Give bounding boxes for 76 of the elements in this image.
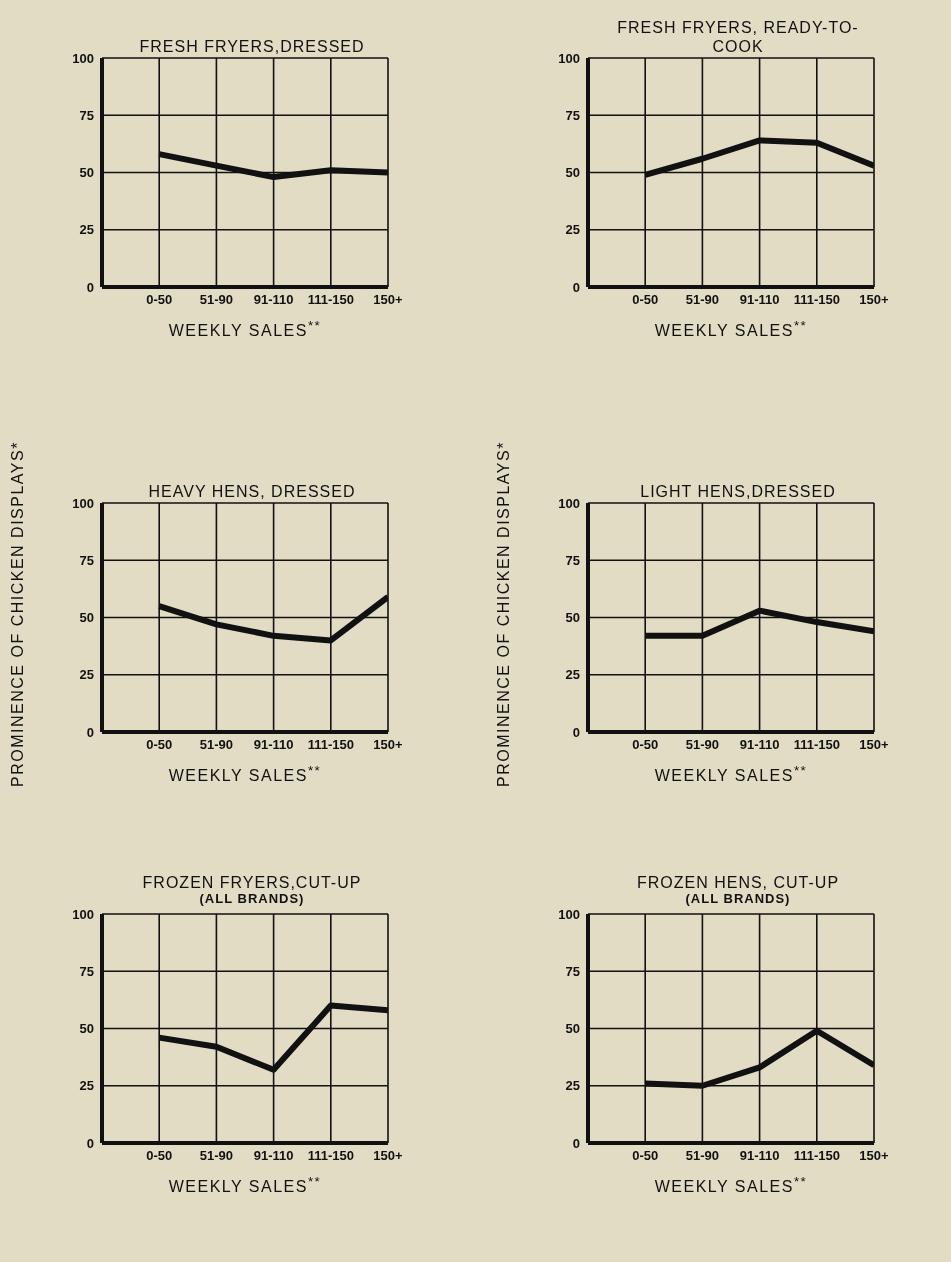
- chart-title: FRESH FRYERS, READY-TO-COOK: [616, 18, 860, 56]
- x-tick-label: 0-50: [632, 292, 659, 308]
- chart-subtitle: (ALL BRANDS): [685, 891, 791, 906]
- x-tick-label: 51-90: [199, 737, 234, 753]
- x-tick-label: 111-150: [793, 1148, 840, 1164]
- x-tick-label: 0-50: [146, 737, 173, 753]
- y-tick-label: 75: [565, 107, 580, 123]
- y-tick-label: 25: [565, 1078, 580, 1094]
- x-axis-title: WEEKLY SALES$^{**}$: [167, 318, 323, 341]
- y-tick-label: 50: [79, 610, 94, 626]
- y-axis-title: PROMINENCE OF CHICKEN DISPLAYS*: [9, 440, 27, 789]
- x-tick-label: 150+: [373, 292, 404, 308]
- x-tick-label: 150+: [859, 292, 890, 308]
- y-tick-label: 25: [79, 1078, 94, 1094]
- x-tick-label: 111-150: [307, 1148, 354, 1164]
- y-tick-label: 25: [79, 222, 94, 238]
- x-tick-label: 91-110: [253, 1148, 294, 1164]
- x-tick-label: 91-110: [739, 1148, 780, 1164]
- y-tick-label: 100: [72, 50, 94, 66]
- chart-subtitle: (ALL BRANDS): [199, 891, 305, 906]
- y-tick-label: 75: [565, 552, 580, 568]
- y-tick-label: 75: [79, 963, 94, 979]
- y-tick-label: 0: [86, 724, 94, 740]
- x-tick-label: 111-150: [793, 737, 840, 753]
- chart-title: FROZEN FRYERS,CUT-UP: [142, 873, 362, 892]
- y-tick-label: 0: [86, 1135, 94, 1151]
- y-tick-label: 100: [72, 495, 94, 511]
- y-tick-label: 25: [79, 667, 94, 683]
- y-tick-label: 25: [565, 667, 580, 683]
- x-tick-label: 51-90: [685, 1148, 720, 1164]
- x-axis-title: WEEKLY SALES$^{**}$: [653, 763, 809, 786]
- x-tick-label: 150+: [859, 1148, 890, 1164]
- y-tick-label: 75: [79, 552, 94, 568]
- x-tick-label: 51-90: [685, 737, 720, 753]
- y-tick-label: 75: [565, 963, 580, 979]
- x-tick-label: 111-150: [793, 292, 840, 308]
- y-tick-label: 100: [558, 495, 580, 511]
- x-tick-label: 0-50: [146, 292, 173, 308]
- chart-title: FROZEN HENS, CUT-UP: [636, 873, 840, 892]
- y-tick-label: 0: [572, 279, 580, 295]
- y-tick-label: 0: [572, 1135, 580, 1151]
- y-tick-label: 75: [79, 107, 94, 123]
- chart-title: FRESH FRYERS,DRESSED: [139, 37, 365, 56]
- y-tick-label: 50: [79, 165, 94, 181]
- y-tick-label: 50: [565, 610, 580, 626]
- x-tick-label: 91-110: [739, 737, 780, 753]
- x-tick-label: 111-150: [307, 292, 354, 308]
- y-tick-label: 100: [558, 906, 580, 922]
- x-tick-label: 150+: [373, 737, 404, 753]
- x-tick-label: 51-90: [685, 292, 720, 308]
- y-tick-label: 50: [565, 1021, 580, 1037]
- x-axis-title: WEEKLY SALES$^{**}$: [167, 763, 323, 786]
- x-tick-label: 0-50: [146, 1148, 173, 1164]
- x-tick-label: 150+: [859, 737, 890, 753]
- chart-title: LIGHT HENS,DRESSED: [640, 482, 836, 501]
- chart-title: HEAVY HENS, DRESSED: [148, 482, 356, 501]
- y-tick-label: 50: [79, 1021, 94, 1037]
- x-tick-label: 0-50: [632, 737, 659, 753]
- y-tick-label: 25: [565, 222, 580, 238]
- x-tick-label: 91-110: [253, 292, 294, 308]
- x-tick-label: 91-110: [253, 737, 294, 753]
- y-tick-label: 50: [565, 165, 580, 181]
- x-axis-title: WEEKLY SALES$^{**}$: [653, 1174, 809, 1197]
- y-tick-label: 100: [558, 50, 580, 66]
- x-tick-label: 111-150: [307, 737, 354, 753]
- x-tick-label: 150+: [373, 1148, 404, 1164]
- x-axis-title: WEEKLY SALES$^{**}$: [167, 1174, 323, 1197]
- x-tick-label: 51-90: [199, 292, 234, 308]
- y-tick-label: 100: [72, 906, 94, 922]
- x-tick-label: 0-50: [632, 1148, 659, 1164]
- y-tick-label: 0: [572, 724, 580, 740]
- x-axis-title: WEEKLY SALES$^{**}$: [653, 318, 809, 341]
- y-axis-title: PROMINENCE OF CHICKEN DISPLAYS*: [495, 440, 513, 789]
- x-tick-label: 51-90: [199, 1148, 234, 1164]
- y-tick-label: 0: [86, 279, 94, 295]
- x-tick-label: 91-110: [739, 292, 780, 308]
